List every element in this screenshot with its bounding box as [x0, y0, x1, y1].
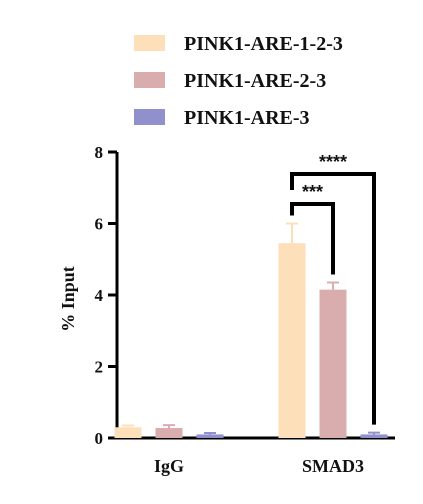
significance-label: ****	[319, 152, 347, 172]
legend-swatch	[134, 72, 165, 88]
significance-bracket	[290, 172, 376, 425]
legend: PINK1-ARE-1-2-3 PINK1-ARE-2-3 PINK1-ARE-3	[134, 33, 343, 129]
bar	[360, 434, 388, 438]
bar	[319, 289, 347, 438]
y-tick-label: 0	[95, 429, 104, 448]
y-tick-label: 4	[95, 286, 104, 305]
legend-swatch	[134, 109, 165, 125]
y-tick-label: 2	[95, 358, 104, 377]
bar	[114, 427, 142, 438]
bar	[155, 427, 183, 438]
significance-bracket	[290, 202, 335, 275]
significance-label: ***	[302, 182, 323, 202]
bars	[114, 222, 388, 438]
y-axis-title: % Input	[58, 266, 78, 332]
legend-label: PINK1-ARE-3	[184, 107, 310, 129]
legend-label: PINK1-ARE-2-3	[184, 70, 326, 92]
x-category-label: SMAD3	[302, 456, 364, 476]
y-tick-label: 8	[95, 143, 104, 162]
legend-label: PINK1-ARE-1-2-3	[184, 33, 343, 55]
bar	[278, 243, 306, 438]
bar	[196, 434, 224, 438]
y-tick-label: 6	[95, 215, 104, 234]
x-category-label: IgG	[154, 456, 184, 476]
legend-swatch	[134, 35, 165, 51]
significance-brackets: *******	[290, 152, 376, 425]
